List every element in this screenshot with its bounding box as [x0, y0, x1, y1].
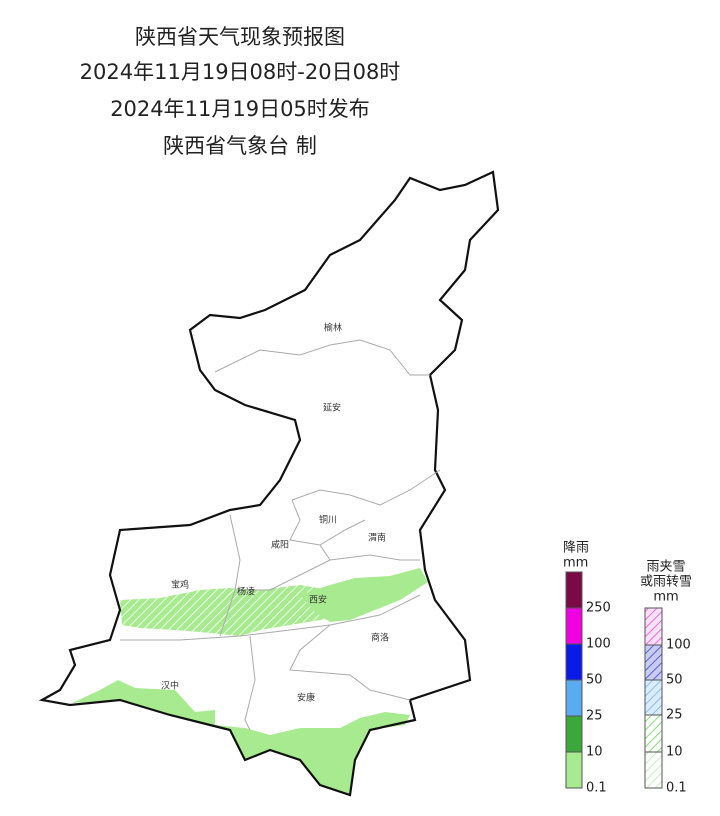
city-label: 杨凌 [237, 586, 255, 598]
rain-area [300, 568, 428, 622]
city-border [291, 469, 441, 506]
legend-label: 10 [666, 745, 683, 760]
legend-swatch [565, 643, 583, 681]
legend-label: 25 [666, 708, 683, 723]
issuer: 陕西省气象台 制 [163, 134, 317, 158]
legend-title: 或雨转雪 [640, 575, 692, 590]
legend-swatch [644, 607, 663, 646]
legend-swatch [644, 714, 663, 753]
city-border [214, 339, 430, 376]
city-label: 渭南 [368, 532, 386, 544]
city-label: 西安 [309, 594, 327, 606]
legend-label: 100 [666, 638, 691, 653]
city-border [120, 594, 421, 641]
city-label: 咸阳 [271, 539, 289, 551]
mix-legend: 雨夹雪 或雨转雪 mm 100 50 25 10 0.1 [640, 560, 692, 796]
city-label: 商洛 [371, 632, 389, 644]
rain-legend: 降雨 mm 250 100 50 25 10 0.1 [563, 541, 611, 796]
legend-label: 0.1 [586, 781, 607, 796]
legend-swatch [565, 607, 583, 645]
legend-unit: mm [653, 590, 678, 605]
city-border [244, 635, 256, 731]
legend-title: 降雨 [563, 541, 589, 556]
header: 陕西省天气现象预报图 2024年11月19日08时-20日08时 2024年11… [80, 25, 401, 158]
legend-label: 50 [666, 673, 683, 688]
city-label: 安康 [297, 692, 315, 704]
precip-areas [72, 568, 428, 795]
city-labels: 榆林 延安 铜川 咸阳 渭南 宝鸡 杨凌 西安 商洛 汉中 安康 [161, 322, 389, 704]
legend-label: 0.1 [666, 781, 687, 796]
legend-title: 雨夹雪 [646, 560, 685, 575]
city-border [289, 624, 411, 701]
city-border [289, 499, 366, 546]
legend-label: 50 [586, 673, 603, 688]
city-border [219, 514, 241, 637]
legend-swatch [565, 571, 583, 609]
legend-swatch [565, 751, 583, 789]
legend-label: 100 [586, 637, 611, 652]
legend-label: 25 [586, 709, 603, 724]
legend-swatch [565, 715, 583, 753]
city-label: 延安 [323, 402, 341, 414]
rain-area [72, 680, 410, 795]
legend-swatch [644, 644, 663, 681]
issued: 2024年11月19日05时发布 [110, 97, 370, 121]
legend-unit: mm [563, 556, 588, 571]
legend-swatch [644, 751, 663, 789]
city-borders [120, 339, 441, 731]
city-border [329, 554, 420, 561]
legend-label: 250 [586, 601, 611, 616]
legend-swatch [644, 679, 663, 716]
province-border [38, 170, 500, 797]
period: 2024年11月19日08时-20日08时 [80, 60, 401, 84]
legend-label: 10 [586, 745, 603, 760]
legend-swatch [565, 679, 583, 717]
city-label: 宝鸡 [171, 579, 189, 591]
city-border [240, 544, 331, 591]
title: 陕西省天气现象预报图 [135, 25, 345, 49]
city-label: 榆林 [324, 322, 342, 334]
city-label: 铜川 [319, 514, 337, 526]
city-label: 汉中 [161, 680, 179, 692]
